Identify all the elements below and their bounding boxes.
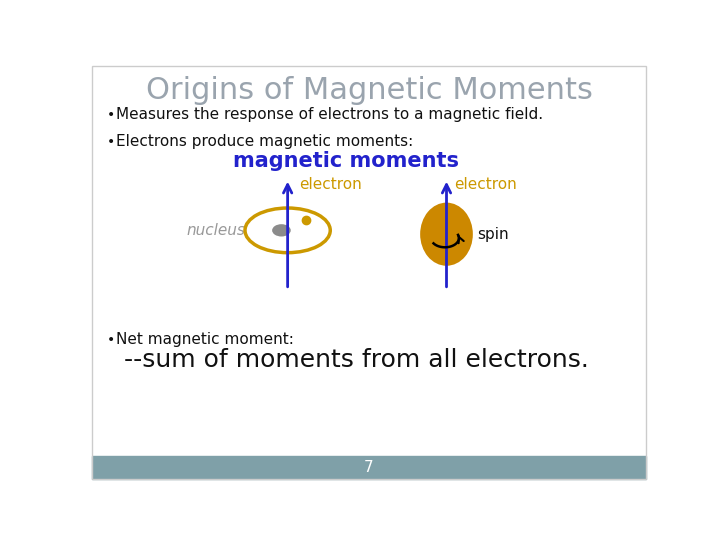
Text: Origins of Magnetic Moments: Origins of Magnetic Moments: [145, 77, 593, 105]
Text: •: •: [107, 333, 115, 347]
Text: Net magnetic moment:: Net magnetic moment:: [117, 332, 294, 347]
Text: 7: 7: [364, 460, 374, 475]
Text: spin: spin: [477, 227, 509, 242]
Text: electron: electron: [300, 177, 362, 192]
Ellipse shape: [272, 224, 291, 237]
Text: --sum of moments from all electrons.: --sum of moments from all electrons.: [124, 348, 589, 372]
Text: electron: electron: [454, 177, 517, 192]
Text: Electrons produce magnetic moments:: Electrons produce magnetic moments:: [117, 134, 413, 149]
Ellipse shape: [420, 202, 473, 266]
Text: magnetic moments: magnetic moments: [233, 151, 459, 171]
Text: •: •: [107, 108, 115, 122]
Bar: [91, 456, 647, 479]
Text: •: •: [107, 135, 115, 149]
Text: nucleus: nucleus: [187, 223, 246, 238]
Text: Measures the response of electrons to a magnetic field.: Measures the response of electrons to a …: [117, 107, 544, 123]
